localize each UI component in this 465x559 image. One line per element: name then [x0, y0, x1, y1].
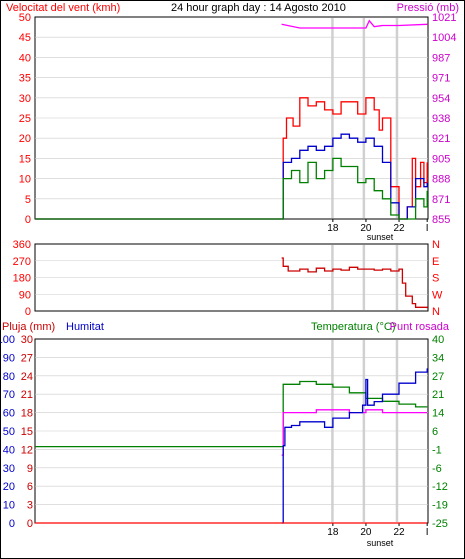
direction-tick-2-3: 270 [13, 256, 31, 268]
wind-speed-tick-1-0: 0 [25, 214, 31, 226]
rain-tick-3-10: 30 [21, 334, 33, 346]
wind-speed-tick-1-4: 20 [19, 133, 31, 145]
wind-speed-label: Velocitat del vent (kmh) [6, 2, 120, 14]
temperature-tick-3-10: 40 [432, 334, 444, 346]
humidity-tick-3-5: 50 [3, 426, 15, 438]
pressure-tick-1-10: 1021 [432, 12, 456, 24]
pressure-tick-1-4: 921 [432, 133, 450, 145]
x-tick-label-1-2: 22 [393, 223, 405, 234]
pressure-tick-1-8: 987 [432, 52, 450, 64]
direction-tick-2-2: 180 [13, 273, 31, 285]
series-temperature [35, 380, 428, 448]
humidity-tick-3-9: 90 [3, 352, 15, 364]
pressure-tick-1-3: 905 [432, 153, 450, 165]
sunset-label-top: sunset [367, 232, 394, 242]
direction-tick-2-1: 90 [19, 289, 31, 301]
x-tick-label-3-3: I [426, 527, 429, 538]
pressure-tick-1-5: 938 [432, 113, 450, 125]
series-low [35, 157, 428, 220]
wind-speed-tick-1-2: 10 [19, 174, 31, 186]
wind-speed-tick-1-1: 5 [25, 194, 31, 206]
temperature-tick-3-8: 27 [432, 371, 444, 383]
compass-tick-2-4: N [432, 239, 440, 251]
series-dewpoint [281, 409, 428, 456]
series-humidity [281, 368, 428, 524]
wind-speed-tick-1-7: 35 [19, 73, 31, 85]
direction-tick-2-0: 0 [25, 306, 31, 318]
x-tick-label-1-1: 20 [360, 223, 372, 234]
pressure-tick-1-6: 954 [432, 93, 450, 105]
temperature-tick-3-7: 21 [432, 389, 444, 401]
rain-tick-3-5: 15 [21, 426, 33, 438]
rain-tick-3-0: 0 [27, 518, 33, 530]
dewpoint-label: Punt rosada [390, 321, 450, 333]
compass-tick-2-1: W [432, 289, 443, 301]
humidity-tick-3-0: 0 [9, 518, 15, 530]
direction-tick-2-4: 360 [13, 239, 31, 251]
wind-speed-tick-1-3: 15 [19, 153, 31, 165]
x-tick-label-3-0: 18 [327, 527, 339, 538]
series-gust [35, 97, 428, 220]
compass-tick-2-3: E [432, 256, 439, 268]
humidity-tick-3-3: 30 [3, 463, 15, 475]
compass-tick-2-0: N [432, 306, 440, 318]
rain-tick-3-2: 6 [27, 481, 33, 493]
temperature-tick-3-0: -25 [432, 518, 448, 530]
rain-tick-3-7: 21 [21, 389, 33, 401]
pressure-tick-1-7: 971 [432, 73, 450, 85]
rain-tick-3-1: 3 [27, 500, 33, 512]
pressure-tick-1-9: 1004 [432, 32, 456, 44]
series-pressure [281, 19, 428, 29]
compass-tick-2-2: S [432, 273, 439, 285]
sunset-label-bottom: sunset [367, 538, 394, 548]
temperature-tick-3-9: 34 [432, 352, 444, 364]
humidity-tick-3-7: 70 [3, 389, 15, 401]
series-direction [281, 257, 428, 309]
wind-speed-tick-1-6: 30 [19, 93, 31, 105]
x-tick-label-3-2: 22 [393, 527, 405, 538]
pressure-tick-1-2: 888 [432, 174, 450, 186]
humidity-tick-3-1: 10 [3, 500, 15, 512]
x-tick-label-1-3: I [426, 223, 429, 234]
humidity-tick-3-4: 40 [3, 444, 15, 456]
wind-speed-tick-1-8: 40 [19, 52, 31, 64]
temperature-tick-3-1: -19 [432, 500, 448, 512]
wind-speed-tick-1-5: 25 [19, 113, 31, 125]
x-tick-label-3-1: 20 [360, 527, 372, 538]
rain-tick-3-8: 24 [21, 371, 33, 383]
rain-tick-3-3: 9 [27, 463, 33, 475]
temperature-label: Temperatura (°C) [311, 321, 395, 333]
series-average [35, 133, 428, 220]
x-tick-label-1-0: 18 [327, 223, 339, 234]
wind-speed-tick-1-10: 50 [19, 12, 31, 24]
humidity-label: Humitat [66, 321, 104, 333]
humidity-tick-3-2: 20 [3, 481, 15, 493]
temperature-tick-3-5: 6 [432, 426, 438, 438]
temperature-tick-3-4: -1 [432, 444, 442, 456]
temperature-tick-3-2: -12 [432, 481, 448, 493]
pressure-tick-1-1: 871 [432, 194, 450, 206]
rain-label: Pluja (mm) [2, 321, 55, 333]
pressure-label: Pressió (mb) [397, 2, 459, 14]
rain-tick-3-4: 12 [21, 444, 33, 456]
wind-speed-tick-1-9: 45 [19, 32, 31, 44]
temperature-tick-3-3: -6 [432, 463, 442, 475]
humidity-tick-3-6: 60 [3, 408, 15, 420]
graph-title: 24 hour graph day : 14 Agosto 2010 [171, 2, 346, 14]
rain-tick-3-6: 18 [21, 408, 33, 420]
rain-tick-3-9: 27 [21, 352, 33, 364]
temperature-tick-3-6: 14 [432, 408, 444, 420]
humidity-tick-3-10: 100 [0, 334, 15, 346]
humidity-tick-3-8: 80 [3, 371, 15, 383]
pressure-tick-1-0: 855 [432, 214, 450, 226]
